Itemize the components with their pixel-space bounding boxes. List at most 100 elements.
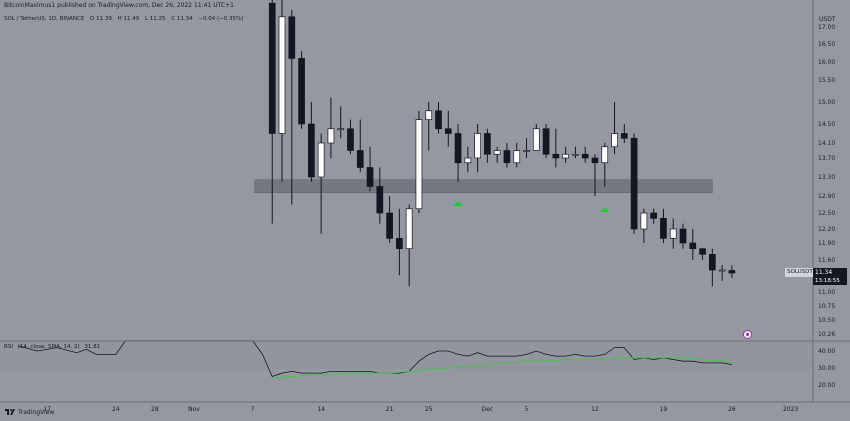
price-tick-label: 15.50 [818, 77, 835, 84]
time-tick-label: 28 [151, 406, 159, 413]
time-tick-label: 14 [317, 406, 325, 413]
time-tick-label: 19 [660, 406, 668, 413]
candle-body [591, 157, 599, 164]
legend-low: L 11.25 [145, 16, 166, 22]
price-tick-label: 11.00 [818, 289, 835, 296]
currency-label: USDT [819, 16, 836, 23]
candle-body [444, 128, 452, 134]
rsi-tick-label: 20.00 [818, 382, 835, 389]
price-tick-label: 10.75 [818, 303, 835, 310]
candle-body [669, 228, 677, 239]
legend-close: C 11.34 [171, 16, 193, 22]
candle-body [386, 212, 393, 239]
candle-body [337, 128, 345, 131]
time-tick-label: 21 [386, 406, 394, 413]
candle-body [493, 150, 501, 155]
candle-body [542, 128, 550, 155]
published-by-text: BitcoinMaximus1 published on TradingView… [4, 2, 234, 9]
price-tick-label: 13.30 [818, 174, 835, 181]
candle-body [376, 186, 384, 214]
candle-body [503, 150, 511, 164]
time-tick-label: 2023 [783, 406, 798, 413]
candle-body [679, 228, 687, 244]
symbol-price-label: SOLUSDT [785, 268, 815, 277]
candle-body [620, 133, 628, 139]
legend-open: O 11.39 [90, 16, 112, 22]
price-tick-label: 11.90 [818, 240, 835, 247]
candle-body [366, 167, 374, 187]
price-tick-label: 14.50 [818, 121, 835, 128]
time-tick-label: 12 [591, 406, 599, 413]
symbol-legend: SOL / TetherUS, 1D, BINANCE O 11.39 H 11… [4, 16, 247, 22]
candle-body [288, 16, 296, 59]
rsi-band-fill [0, 342, 813, 368]
candle-body [464, 157, 472, 164]
candle-body [484, 133, 491, 155]
support-zone [254, 179, 713, 193]
candle-body [552, 153, 560, 159]
price-tick-label: 15.00 [818, 99, 835, 106]
rsi-value: 31.81 [84, 344, 101, 350]
candle-body [562, 153, 569, 159]
price-tick-label: 12.20 [818, 226, 835, 233]
candle-body [640, 212, 648, 230]
time-tick-label: Nov [188, 406, 200, 413]
candle-body [523, 150, 530, 152]
candle-body [650, 212, 658, 219]
candle-body [278, 16, 286, 134]
tradingview-logo-icon [5, 409, 15, 415]
time-tick-label: 17 [43, 406, 51, 413]
candle-body [474, 133, 481, 159]
rsi-params: (14, close, SMA, 14, 2) [17, 344, 80, 350]
candle-body [415, 119, 423, 210]
price-tick-label: 12.50 [818, 210, 835, 217]
candle-body [268, 2, 276, 134]
candle-body [611, 133, 618, 148]
candle-body [601, 146, 609, 164]
time-tick-label: Dec [482, 406, 494, 413]
time-tick-label: 26 [728, 406, 736, 413]
candle-body [708, 253, 716, 271]
time-tick-label: 25 [425, 406, 433, 413]
alert-icon[interactable] [743, 330, 752, 339]
candle-body [630, 137, 638, 230]
price-tick-label: 17.00 [818, 24, 835, 31]
candle-body [699, 248, 706, 255]
rsi-tick-label: 40.00 [818, 348, 835, 355]
rsi-ma-line [272, 357, 732, 379]
candle-body [317, 142, 325, 178]
candle-body [572, 153, 579, 156]
time-tick-label: 7 [251, 406, 255, 413]
candle-body [718, 269, 726, 272]
rsi-label: RSI [4, 344, 13, 350]
candle-body [660, 217, 667, 239]
support-bounce-arrow [599, 207, 610, 212]
candle-body [581, 153, 589, 159]
candle-body [454, 133, 462, 164]
price-tick-label: 16.50 [818, 41, 835, 48]
candle-body [327, 128, 335, 144]
last-price-label: 11.34 [813, 268, 847, 277]
candle-body [405, 208, 413, 250]
candle-body [689, 242, 697, 250]
symbol-title: SOL / TetherUS, 1D, BINANCE [4, 16, 85, 22]
price-tick-label: 11.60 [818, 257, 835, 264]
price-tick-label: 10.50 [818, 317, 835, 324]
price-tick-label: 14.10 [818, 140, 835, 147]
candle-body [513, 150, 521, 164]
price-tick-label: 12.90 [818, 193, 835, 200]
candle-body [298, 58, 305, 125]
price-tick-label: 13.70 [818, 155, 835, 162]
price-tick-label: 16.00 [818, 59, 835, 66]
rsi-tick-label: 30.00 [818, 365, 835, 372]
candle-body [532, 128, 540, 151]
tradingview-watermark: TradingView [18, 409, 55, 416]
price-tick-label: 10.26 [818, 331, 835, 338]
legend-change: −0.04 (−0.35%) [198, 16, 244, 22]
bar-countdown: 13:18:55 [813, 277, 847, 285]
legend-high: H 11.49 [117, 16, 140, 22]
candle-body [308, 123, 315, 178]
time-tick-label: 5 [525, 406, 529, 413]
